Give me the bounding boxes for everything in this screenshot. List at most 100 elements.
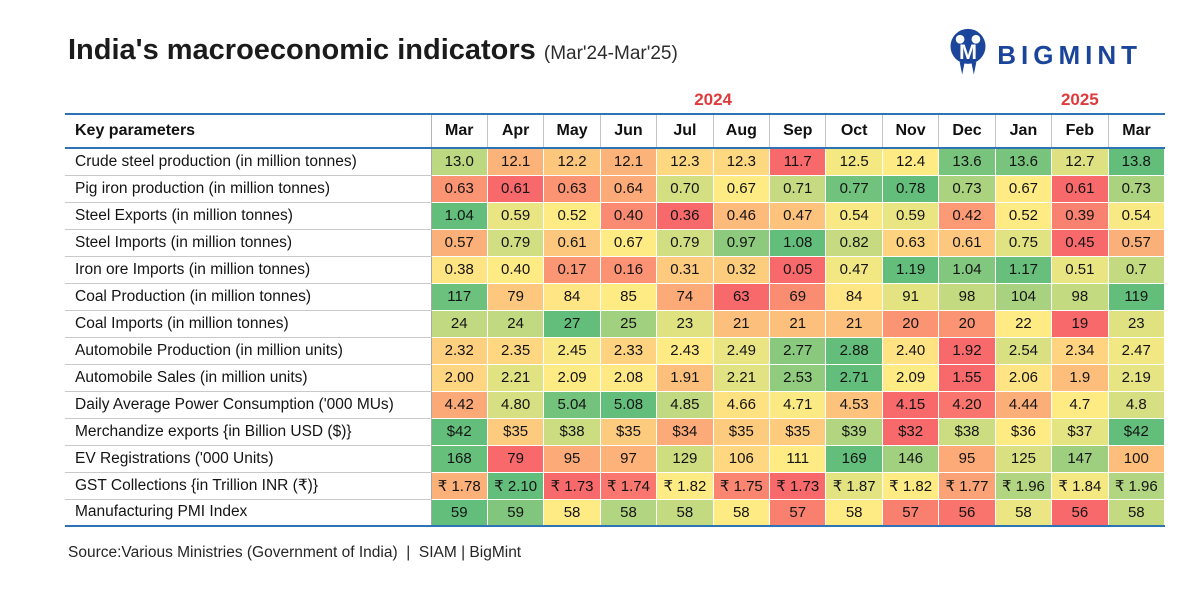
- value-cell: 0.54: [1107, 201, 1166, 230]
- value-cell: 12.4: [881, 147, 940, 176]
- value-cell: 12.1: [486, 147, 545, 176]
- value-cell: 4.85: [656, 390, 714, 419]
- value-cell: 13.6: [994, 147, 1053, 176]
- value-cell: 24: [430, 309, 488, 338]
- indicators-table: 2024 2025 Key parameters Mar Apr May Jun Jul Aug…: [65, 90, 1166, 527]
- value-cell: $38: [938, 417, 996, 446]
- source-note: Source:Various Ministries (Government of…: [68, 544, 522, 561]
- value-cell: $37: [1051, 417, 1109, 446]
- value-cell: 25: [599, 309, 658, 338]
- value-cell: 12.5: [825, 147, 883, 176]
- value-cell: ₹ 1.75: [712, 471, 771, 500]
- value-cell: 0.52: [543, 201, 601, 230]
- param-cell: Daily Average Power Consumption ('000 MU…: [65, 391, 432, 419]
- value-cell: ₹ 1.73: [543, 471, 601, 500]
- param-cell: Steel Exports (in million tonnes): [65, 202, 432, 230]
- table-row: Pig iron production (in million tonnes) 0…: [65, 174, 1166, 203]
- month-header: Aug: [712, 113, 770, 149]
- value-cell: 23: [1107, 309, 1166, 338]
- value-cell: 0.17: [543, 255, 601, 284]
- value-cell: 95: [938, 444, 996, 473]
- month-header: Oct: [825, 113, 883, 149]
- param-cell: Merchandize exports {in Billion USD ($)}: [65, 418, 432, 446]
- value-cell: 2.34: [1051, 336, 1109, 365]
- value-cell: 84: [825, 282, 883, 311]
- value-cell: 59: [430, 498, 488, 527]
- value-cell: 1.17: [994, 255, 1053, 284]
- param-cell: Manufacturing PMI Index: [65, 499, 432, 527]
- value-cell: 100: [1107, 444, 1166, 473]
- value-cell: 4.20: [938, 390, 996, 419]
- value-cell: 0.79: [656, 228, 714, 257]
- value-cell: 0.40: [486, 255, 545, 284]
- value-cell: 1.9: [1051, 363, 1109, 392]
- param-cell: Automobile Production (in million units): [65, 337, 432, 365]
- value-cell: 59: [486, 498, 545, 527]
- value-cell: 63: [712, 282, 771, 311]
- value-cell: 4.80: [486, 390, 545, 419]
- title-text: India's macroeconomic indicators: [68, 34, 536, 66]
- value-cell: 56: [938, 498, 996, 527]
- value-cell: 19: [1051, 309, 1109, 338]
- value-cell: 0.67: [994, 174, 1053, 203]
- value-cell: 0.16: [599, 255, 658, 284]
- value-cell: 146: [881, 444, 940, 473]
- value-cell: 117: [430, 282, 488, 311]
- value-cell: 2.77: [769, 336, 827, 365]
- value-cell: ₹ 1.84: [1051, 471, 1109, 500]
- value-cell: 2.35: [486, 336, 545, 365]
- value-cell: 12.3: [712, 147, 771, 176]
- value-cell: 56: [1051, 498, 1109, 527]
- value-cell: 21: [769, 309, 827, 338]
- value-cell: 1.55: [938, 363, 996, 392]
- value-cell: 74: [656, 282, 714, 311]
- value-cell: 84: [543, 282, 601, 311]
- param-cell: EV Registrations ('000 Units): [65, 445, 432, 473]
- value-cell: 125: [994, 444, 1053, 473]
- value-cell: 0.63: [881, 228, 940, 257]
- value-cell: 58: [825, 498, 883, 527]
- value-cell: $38: [543, 417, 601, 446]
- value-cell: 0.38: [430, 255, 488, 284]
- indicators-table-body: 2024 2025 Key parameters Mar Apr May Jun Jul Aug…: [65, 90, 1166, 527]
- value-cell: 4.71: [769, 390, 827, 419]
- value-cell: 79: [486, 444, 545, 473]
- value-cell: 0.32: [712, 255, 771, 284]
- param-cell: Steel Imports (in million tonnes): [65, 229, 432, 257]
- table-row: Steel Imports (in million tonnes) 0.57 0.7…: [65, 228, 1166, 257]
- table-row: Crude steel production (in million tonne…: [65, 147, 1166, 176]
- value-cell: 0.36: [656, 201, 714, 230]
- value-cell: $36: [994, 417, 1053, 446]
- param-cell: Pig iron production (in million tonnes): [65, 175, 432, 203]
- table-row: Manufacturing PMI Index 59 59 58 58 58 58 57 58 5…: [65, 498, 1166, 527]
- value-cell: 58: [543, 498, 601, 527]
- value-cell: 91: [881, 282, 940, 311]
- value-cell: 2.33: [599, 336, 658, 365]
- value-cell: 1.08: [769, 228, 827, 257]
- value-cell: 0.67: [599, 228, 658, 257]
- value-cell: 98: [938, 282, 996, 311]
- value-cell: 58: [599, 498, 658, 527]
- value-cell: 2.54: [994, 336, 1053, 365]
- month-header: Feb: [1051, 113, 1109, 149]
- value-cell: 12.7: [1051, 147, 1109, 176]
- value-cell: ₹ 1.77: [938, 471, 996, 500]
- value-cell: ₹ 1.96: [994, 471, 1053, 500]
- value-cell: 0.52: [994, 201, 1053, 230]
- value-cell: 57: [881, 498, 940, 527]
- value-cell: 2.09: [543, 363, 601, 392]
- value-cell: ₹ 1.74: [599, 471, 658, 500]
- value-cell: 1.04: [938, 255, 996, 284]
- value-cell: 13.6: [938, 147, 996, 176]
- value-cell: 97: [599, 444, 658, 473]
- value-cell: 1.19: [881, 255, 940, 284]
- value-cell: 12.3: [656, 147, 714, 176]
- value-cell: $35: [769, 417, 827, 446]
- value-cell: 0.61: [1051, 174, 1109, 203]
- value-cell: 4.53: [825, 390, 883, 419]
- param-cell: Coal Imports (in million tonnes): [65, 310, 432, 338]
- value-cell: $35: [486, 417, 545, 446]
- value-cell: 5.08: [599, 390, 658, 419]
- value-cell: 2.21: [712, 363, 771, 392]
